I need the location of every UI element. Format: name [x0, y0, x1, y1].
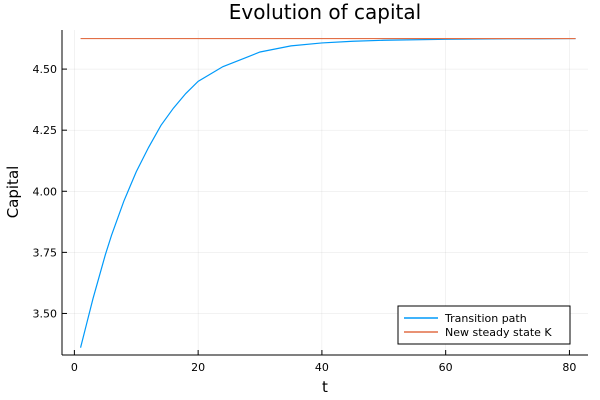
y-tick-label: 3.50 [33, 307, 58, 320]
y-tick-label: 4.50 [33, 63, 58, 76]
series-lines [79, 37, 576, 348]
axes [61, 30, 588, 356]
x-tick-label: 20 [191, 361, 205, 374]
series-line-transition-path [79, 37, 576, 348]
x-tick-label: 60 [439, 361, 453, 374]
y-axis-label: Capital [4, 166, 22, 219]
y-tick-label: 4.25 [33, 124, 58, 137]
legend-label-steady-state: New steady state K [445, 326, 552, 339]
grid [62, 30, 588, 355]
legend-label-transition-path: Transition path [444, 312, 527, 325]
chart-title: Evolution of capital [229, 0, 421, 24]
x-tick-label: 0 [71, 361, 78, 374]
legend-box [397, 305, 571, 345]
y-tick-label: 4.00 [33, 185, 58, 198]
x-ticks: 0 20 40 60 80 [71, 350, 576, 374]
x-axis-label: t [322, 378, 328, 396]
y-ticks: 3.50 3.75 4.00 4.25 4.50 [33, 63, 67, 320]
x-tick-label: 80 [562, 361, 576, 374]
x-tick-label: 40 [315, 361, 329, 374]
legend: Transition path New steady state K [397, 305, 571, 345]
y-tick-label: 3.75 [33, 246, 58, 259]
